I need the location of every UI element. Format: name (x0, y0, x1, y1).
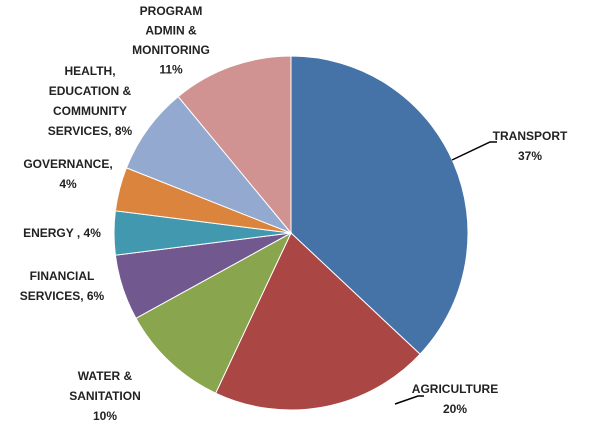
data-label: AGRICULTURE 20% (412, 382, 498, 416)
data-label: HEALTH, EDUCATION & COMMUNITY SERVICES, 8% (48, 64, 133, 138)
data-label: GOVERNANCE, 4% (23, 157, 112, 191)
data-label: PROGRAM ADMIN & MONITORING 11% (132, 4, 210, 77)
pie-slice (135, 231, 293, 394)
data-label: ENERGY , 4% (23, 226, 101, 240)
data-label: FINANCIAL SERVICES, 6% (20, 269, 105, 303)
pie-slice (177, 55, 292, 235)
data-label: WATER & SANITATION 10% (69, 369, 141, 423)
pie-slice (214, 232, 421, 411)
data-label: TRANSPORT 37% (493, 129, 568, 163)
pie-slice (125, 95, 292, 234)
leader-line (451, 141, 497, 161)
leader-line (394, 395, 424, 405)
pie-slice (290, 55, 469, 355)
